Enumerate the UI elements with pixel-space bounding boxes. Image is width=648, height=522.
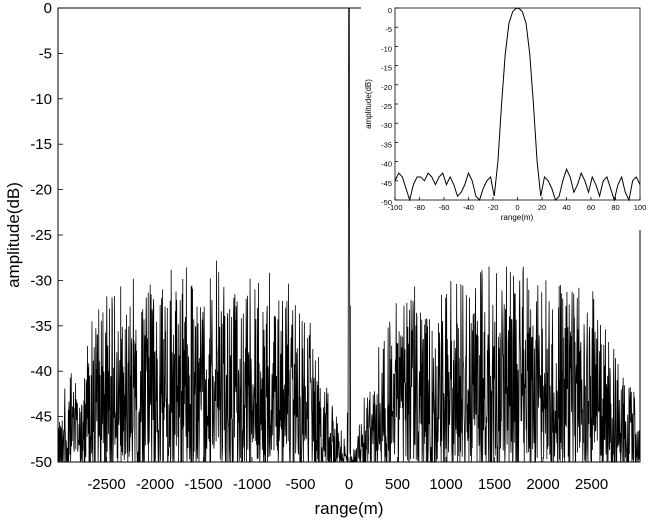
inset-background	[361, 2, 646, 230]
main-x-tick-label: -2000	[136, 476, 174, 493]
main-y-tick-label: -20	[30, 182, 52, 199]
inset-y-tick-label: -5	[385, 25, 392, 34]
main-y-tick-label: 0	[44, 0, 52, 17]
main-chart: -2500 -2000 -1500 -1000 -500 0 500 1000 1500 2000…	[4, 0, 641, 518]
main-x-tick-label: 1000	[429, 476, 462, 493]
inset-y-axis-label: amplitude(dB)	[364, 79, 373, 129]
main-x-tick-label: 2000	[526, 476, 559, 493]
main-y-ticks: 0 -5 -10 -15 -20 -25 -30 -35 -40 -45 -50	[30, 0, 63, 471]
main-x-tick-label: -1000	[233, 476, 271, 493]
inset-y-tick-label: -50	[381, 198, 392, 207]
inset-y-tick-label: -15	[381, 64, 392, 73]
inset-x-tick-label: 40	[562, 203, 570, 212]
main-y-tick-label: -5	[39, 45, 52, 62]
inset-x-tick-label: -80	[414, 203, 425, 212]
inset-y-tick-label: -40	[381, 160, 392, 169]
inset-series-line	[394, 7, 641, 202]
main-x-tick-label: -1500	[184, 476, 222, 493]
main-x-ticks: -2500 -2000 -1500 -1000 -500 0 500 1000 1500 2000…	[87, 457, 608, 493]
inset-y-tick-label: -25	[381, 102, 392, 111]
main-y-tick-label: -40	[30, 363, 52, 380]
inset-x-tick-label: 20	[538, 203, 546, 212]
inset-x-tick-label: -100	[387, 203, 402, 212]
inset-x-tick-label: 0	[515, 203, 519, 212]
inset-y-tick-label: -10	[381, 44, 392, 53]
inset-y-tick-label: -20	[381, 83, 392, 92]
main-y-tick-label: -50	[30, 454, 52, 471]
main-series-line	[57, 7, 641, 464]
main-x-axis-label: range(m)	[315, 499, 384, 518]
inset-x-tick-label: 60	[587, 203, 595, 212]
main-x-tick-label: 2500	[575, 476, 608, 493]
main-y-tick-label: -15	[30, 136, 52, 153]
inset-x-tick-label: -40	[463, 203, 474, 212]
main-y-tick-label: -10	[30, 91, 52, 108]
inset-x-tick-label: 100	[634, 203, 647, 212]
main-x-tick-label: 0	[345, 476, 353, 493]
inset-y-tick-label: -30	[381, 121, 392, 130]
main-x-tick-label: -500	[285, 476, 315, 493]
main-y-tick-label: -30	[30, 272, 52, 289]
main-y-axis-label: amplitude(dB)	[4, 182, 23, 288]
inset-x-axis-label: range(m)	[501, 213, 534, 222]
inset-chart: -100 -80 -60 -40 -20 0 20 40 60 80 100 0 -5 -10 -15 -2…	[361, 2, 646, 230]
main-y-tick-label: -25	[30, 227, 52, 244]
main-y-tick-label: -45	[30, 409, 52, 426]
inset-y-ticks: 0 -5 -10 -15 -20 -25 -30 -35 -40 -45 -50	[381, 6, 398, 207]
main-x-tick-label: -2500	[87, 476, 125, 493]
inset-y-tick-label: -45	[381, 179, 392, 188]
inset-y-tick-label: -35	[381, 140, 392, 149]
main-y-tick-label: -35	[30, 318, 52, 335]
inset-x-tick-label: 80	[611, 203, 619, 212]
inset-x-tick-label: -20	[488, 203, 499, 212]
main-x-tick-label: 500	[385, 476, 410, 493]
inset-x-tick-label: -60	[439, 203, 450, 212]
inset-x-ticks: -100 -80 -60 -40 -20 0 20 40 60 80 100	[387, 197, 646, 212]
main-x-tick-label: 1500	[478, 476, 511, 493]
inset-y-tick-label: 0	[388, 6, 392, 15]
